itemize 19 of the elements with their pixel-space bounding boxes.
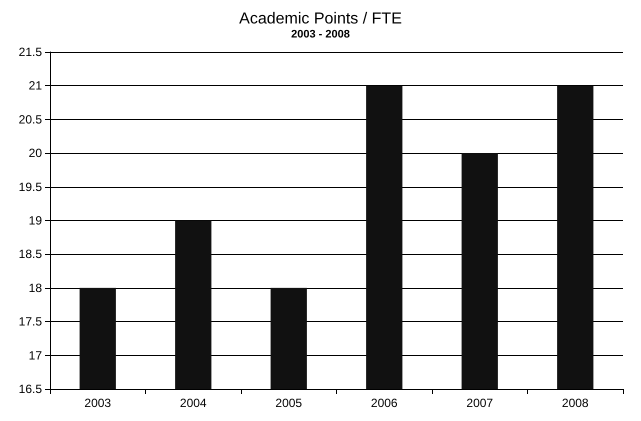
- chart-title: Academic Points / FTE: [239, 10, 402, 28]
- x-tick-label: 2003: [84, 396, 112, 410]
- y-tick-label: 18: [28, 280, 42, 295]
- y-tick-label: 20.5: [18, 112, 42, 126]
- x-tick-label: 2006: [370, 396, 398, 410]
- x-tick-label: 2008: [562, 396, 589, 410]
- x-tick-label: 2005: [275, 396, 302, 410]
- y-tick-label: 17.5: [18, 314, 42, 329]
- x-tick-label: 2004: [180, 396, 207, 410]
- y-tick-label: 16.5: [18, 382, 42, 396]
- y-tick-label: 21: [28, 78, 42, 93]
- y-tick-label: 19: [28, 214, 42, 228]
- y-tick-label: 20: [28, 146, 42, 160]
- y-tick-label: 17: [28, 348, 42, 362]
- y-tick-label: 18.5: [18, 247, 42, 262]
- y-tick-label: 19.5: [18, 180, 42, 194]
- y-tick-label: 21.5: [18, 45, 42, 59]
- chart-subtitle: 2003 - 2008: [291, 28, 350, 40]
- x-tick-label: 2007: [466, 396, 494, 410]
